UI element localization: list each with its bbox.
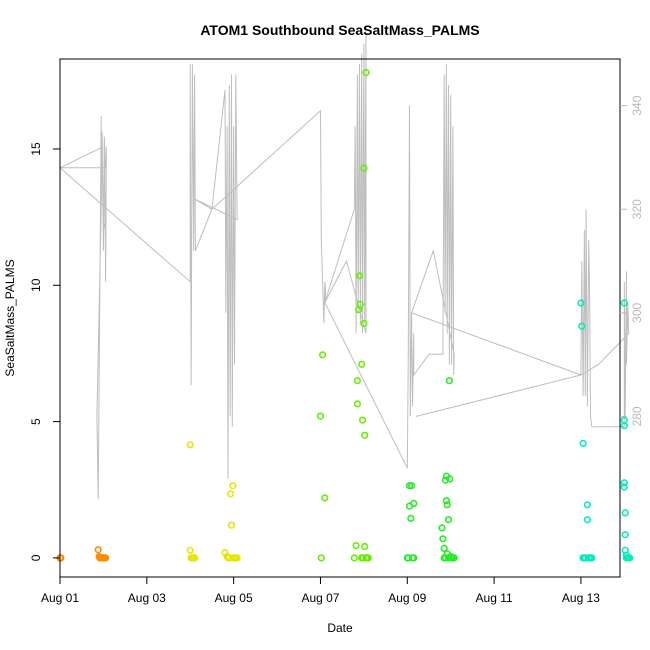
y2-tick-label: 320 (630, 199, 644, 219)
data-point (227, 521, 236, 529)
x-tick-label: Aug 13 (562, 591, 600, 605)
data-point (191, 554, 199, 562)
y-tick-label: 5 (29, 418, 43, 425)
data-point (101, 554, 110, 562)
y2-tick-label: 300 (630, 302, 644, 322)
data-point (577, 299, 585, 307)
data-point (450, 554, 458, 562)
data-point (410, 499, 418, 508)
y-tick-label: 0 (29, 554, 43, 561)
series-4 (577, 299, 634, 562)
y2-tick-label: 280 (630, 406, 644, 426)
data-point (233, 554, 241, 562)
data-point (408, 482, 416, 490)
data-point (352, 541, 360, 550)
chart-title: ATOM1 Southbound SeaSaltMass_PALMS (200, 22, 479, 38)
series-2 (316, 68, 372, 562)
data-point (364, 554, 372, 562)
data-point (620, 299, 628, 307)
y2-tick-label: 340 (630, 95, 644, 115)
x-tick-label: Aug 01 (41, 591, 79, 605)
data-point (362, 68, 370, 77)
data-point (353, 377, 362, 385)
data-point (229, 482, 237, 490)
data-point (355, 272, 364, 280)
data-point (438, 524, 446, 532)
data-point (445, 377, 454, 385)
data-point (360, 319, 368, 328)
data-point (321, 494, 329, 502)
x-tick-label: Aug 09 (388, 591, 426, 605)
data-point (186, 441, 194, 449)
x-axis-label: Date (327, 621, 353, 635)
data-point (361, 431, 369, 439)
data-point (359, 416, 367, 424)
y-tick-label: 15 (29, 142, 43, 156)
data-point (317, 554, 325, 562)
data-point (442, 497, 451, 505)
data-point (440, 544, 448, 553)
data-point (350, 554, 358, 562)
data-point (578, 322, 586, 330)
data-point (353, 400, 362, 408)
y-axis-label: SeaSaltMass_PALMS (3, 259, 17, 376)
data-point (443, 501, 451, 509)
x-tick-label: Aug 05 (215, 591, 253, 605)
plot-frame (59, 58, 621, 578)
data-point (583, 501, 592, 509)
data-point (360, 164, 368, 172)
data-point (358, 360, 366, 368)
y-axis-left: 0 5 10 15 (29, 142, 60, 561)
data-point (583, 516, 592, 524)
data-point (621, 531, 629, 539)
data-point (620, 422, 628, 430)
data-point (620, 479, 628, 487)
data-point (621, 509, 629, 517)
data-point (625, 554, 634, 562)
data-point (407, 514, 415, 523)
data-point (227, 490, 235, 498)
x-axis: Aug 01 Aug 03 Aug 05 Aug 07 Aug 09 Aug 11 Aug … (41, 577, 600, 605)
data-point (410, 554, 418, 562)
scatter-points-layer (56, 68, 634, 562)
data-point (439, 535, 447, 543)
data-point (361, 542, 369, 551)
data-point (316, 412, 325, 420)
data-point (444, 516, 453, 524)
series-3 (403, 377, 458, 562)
x-tick-label: Aug 03 (128, 591, 166, 605)
y-tick-label: 10 (29, 278, 43, 292)
data-point (319, 351, 327, 359)
data-point (441, 476, 450, 484)
data-point (620, 483, 628, 491)
x-tick-label: Aug 07 (301, 591, 339, 605)
data-point (579, 439, 587, 448)
y-axis-right: 280 300 320 340 (620, 95, 644, 426)
data-point (446, 475, 454, 483)
data-point (588, 554, 596, 562)
data-point (94, 546, 102, 554)
x-tick-label: Aug 11 (476, 591, 513, 605)
series-1 (186, 441, 241, 562)
data-point (186, 546, 194, 554)
data-point (356, 300, 365, 309)
